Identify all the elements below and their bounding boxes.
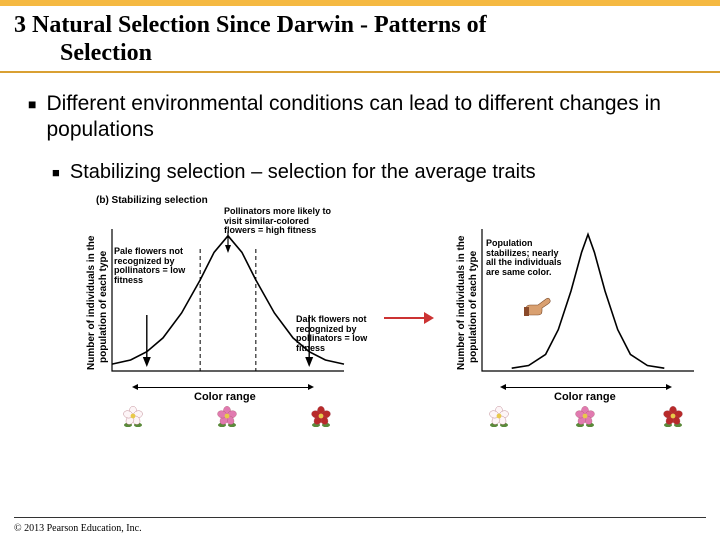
- bullet-level2: ■ Stabilizing selection – selection for …: [52, 160, 692, 185]
- annot-pale: Pale flowers not recognized by pollinato…: [114, 247, 192, 287]
- right-ylabel-line1: Number of individuals in the: [456, 235, 467, 369]
- copyright-text: © 2013 Pearson Education, Inc.: [14, 523, 142, 534]
- annot-dark: Dark flowers not recognized by pollinato…: [296, 315, 380, 355]
- figure-region: (b) Stabilizing selection Number of indi…: [28, 195, 718, 445]
- bullet-square-icon: ■: [52, 165, 60, 185]
- bullet2-text: Stabilizing selection – selection for th…: [70, 160, 536, 185]
- flower-pink-icon: [216, 405, 238, 427]
- right-xlabel: Color range: [554, 391, 616, 403]
- annot-mid: Pollinators more likely to visit similar…: [224, 207, 342, 237]
- title-area: 3 Natural Selection Since Darwin - Patte…: [0, 6, 720, 69]
- left-xaxis-arrow: [138, 387, 308, 388]
- figure-subcaption: (b) Stabilizing selection: [96, 195, 208, 206]
- flower-red-icon: [662, 405, 684, 427]
- left-xlabel: Color range: [194, 391, 256, 403]
- pointing-hand-icon: [524, 293, 554, 317]
- bullet1-text: Different environmental conditions can l…: [46, 91, 692, 144]
- flower-pale-icon: [122, 405, 144, 427]
- content-area: ■ Different environmental conditions can…: [0, 73, 720, 445]
- flower-pink-icon: [574, 405, 596, 427]
- annot-stable: Population stabilizes; nearly all the in…: [486, 239, 562, 279]
- bullet-square-icon: ■: [28, 96, 36, 144]
- slide-title-line2: Selection: [14, 40, 706, 68]
- flower-red-icon: [310, 405, 332, 427]
- left-ylabel-line1: Number of individuals in the: [86, 235, 97, 369]
- transition-arrow-icon: [384, 315, 432, 321]
- right-xaxis-arrow: [506, 387, 666, 388]
- flower-pale-icon: [488, 405, 510, 427]
- footer-divider: [14, 517, 706, 518]
- slide-title-line1: 3 Natural Selection Since Darwin - Patte…: [14, 12, 706, 40]
- bullet-level1: ■ Different environmental conditions can…: [28, 91, 692, 144]
